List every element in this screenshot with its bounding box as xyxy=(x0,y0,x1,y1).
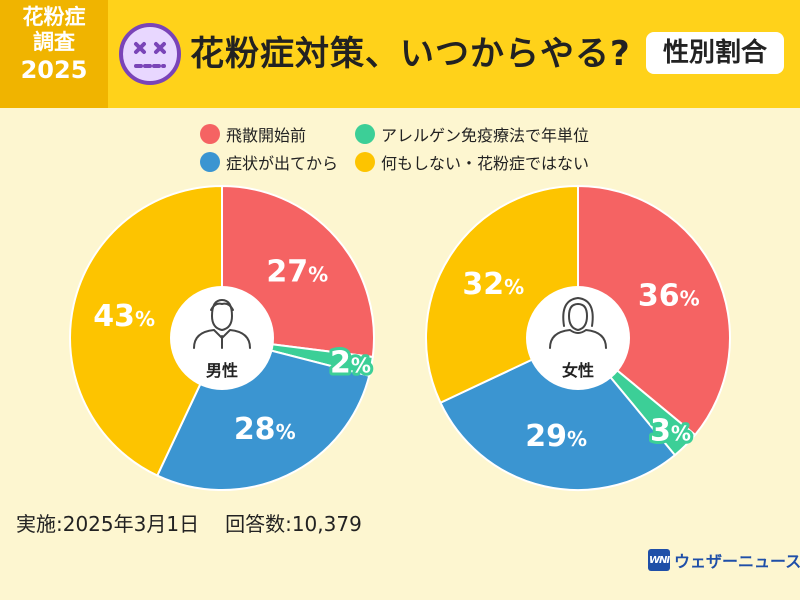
survey-badge: 花粉症 調査 2025 xyxy=(0,0,108,108)
weathernews-logo: WNI ウェザーニュース xyxy=(648,548,800,572)
survey-footer: 実施:2025年3月1日 回答数:10,379 xyxy=(16,508,362,537)
slice-percent-sign: % xyxy=(276,420,296,444)
slice-percent-sign: % xyxy=(671,421,691,445)
legend-label: アレルゲン免疫療法で年単位 xyxy=(381,126,590,145)
slice-value-label: 29% xyxy=(525,419,587,454)
logo-mark: WNI xyxy=(648,549,670,571)
legend-swatch xyxy=(355,152,375,172)
slice-value-label: 32% xyxy=(462,267,524,302)
slice-value-number: 2 xyxy=(330,345,351,380)
response-count: 回答数:10,379 xyxy=(225,512,362,536)
slice-value-label: 2% xyxy=(330,345,371,380)
survey-date: 実施:2025年3月1日 xyxy=(16,512,200,536)
dizzy-face-icon xyxy=(119,23,181,85)
center-hole xyxy=(526,286,630,390)
legend-label: 何もしない・花粉症ではない xyxy=(381,154,590,173)
slice-percent-sign: % xyxy=(680,286,700,310)
pie-chart-2: 36%3%29%32%女性 xyxy=(425,184,731,491)
pie-slice xyxy=(69,184,223,477)
legend-swatch xyxy=(355,124,375,144)
legend-item: 飛散開始前 xyxy=(200,122,306,146)
legend-label: 飛散開始前 xyxy=(226,126,307,145)
slice-value-number: 28 xyxy=(234,412,276,447)
female-person-icon xyxy=(549,296,607,349)
slice-value-label: 36% xyxy=(638,278,700,313)
slice-percent-sign: % xyxy=(351,353,371,377)
slice-value-label: 28% xyxy=(234,412,296,447)
gender-breakdown-tag: 性別割合 xyxy=(646,32,784,74)
page-title: 花粉症対策、いつからやる? xyxy=(190,34,631,74)
slice-value-label: 3% xyxy=(650,413,691,448)
badge-year: 2025 xyxy=(20,56,88,84)
slice-value-number: 3 xyxy=(650,413,671,448)
slice-value-number: 36 xyxy=(638,278,680,313)
slice-value-label: 27% xyxy=(266,255,328,290)
logo-text: ウェザーニュース xyxy=(674,552,800,571)
badge-line2: 調査 xyxy=(33,30,75,54)
slice-value-number: 27 xyxy=(266,255,308,290)
slice-percent-sign: % xyxy=(135,307,155,331)
slice-percent-sign: % xyxy=(567,427,587,451)
legend-item: アレルゲン免疫療法で年単位 xyxy=(355,122,589,146)
slice-percent-sign: % xyxy=(308,263,328,287)
slice-value-number: 32 xyxy=(462,267,504,302)
slice-value-number: 29 xyxy=(525,419,567,454)
slice-value-label: 43% xyxy=(93,299,155,334)
legend-label: 症状が出てから xyxy=(226,154,339,173)
legend-swatch xyxy=(200,124,220,144)
slice-value-number: 43 xyxy=(93,299,135,334)
badge-line1: 花粉症 xyxy=(22,5,86,29)
legend-item: 症状が出てから xyxy=(200,150,338,174)
male-person-icon xyxy=(193,298,251,349)
legend-swatch xyxy=(200,152,220,172)
pie-chart-1: 27%2%28%43%男性 xyxy=(69,184,375,491)
pie-slice xyxy=(577,184,731,437)
center-label: 男性 xyxy=(206,361,238,380)
header-banner: 花粉症 調査 2025 花粉症対策、いつからやる? 性別割合 xyxy=(0,0,800,108)
slice-percent-sign: % xyxy=(504,275,524,299)
center-label: 女性 xyxy=(562,361,594,380)
legend-item: 何もしない・花粉症ではない xyxy=(355,150,589,174)
